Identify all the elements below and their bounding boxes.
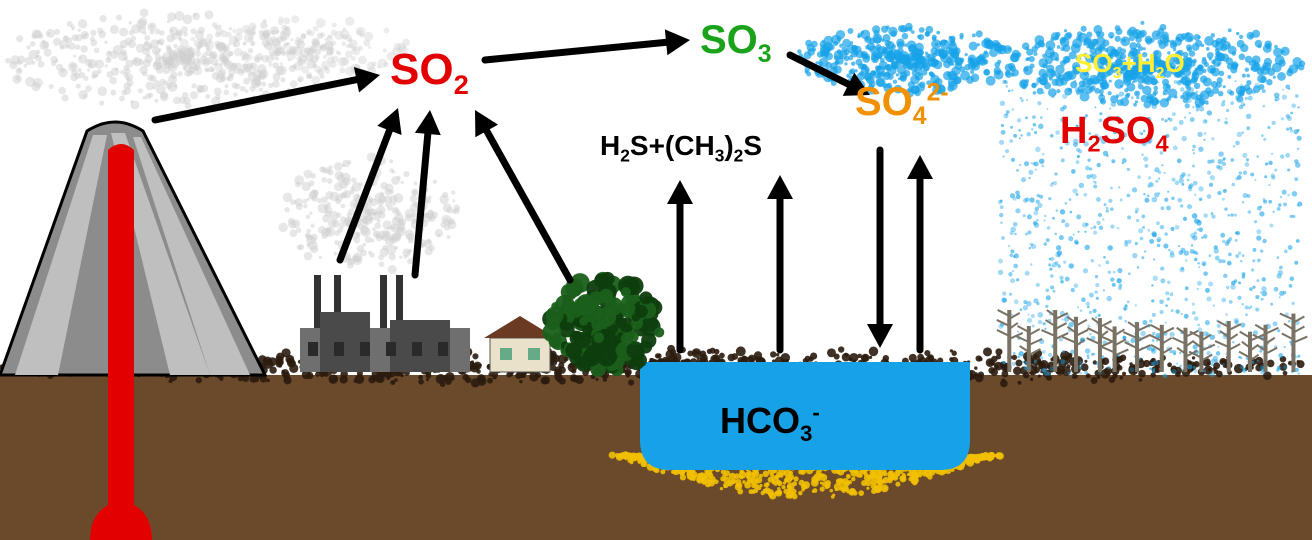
label-so2: SO2 (390, 45, 469, 95)
label-h2s: H2S+(CH3)2S (600, 130, 762, 162)
label-hco3: HCO3- (720, 400, 820, 442)
label-so3h2o: SO3+H2O (1075, 48, 1185, 79)
label-so3: SO3 (700, 18, 772, 63)
label-h2so4: H2SO4 (1060, 110, 1169, 153)
sulfur-cycle-diagram: SO2 SO3 SO42- H2S+(CH3)2S HCO3- SO3+H2O H2SO4 (0, 0, 1312, 540)
label-so4: SO42- (855, 80, 949, 125)
